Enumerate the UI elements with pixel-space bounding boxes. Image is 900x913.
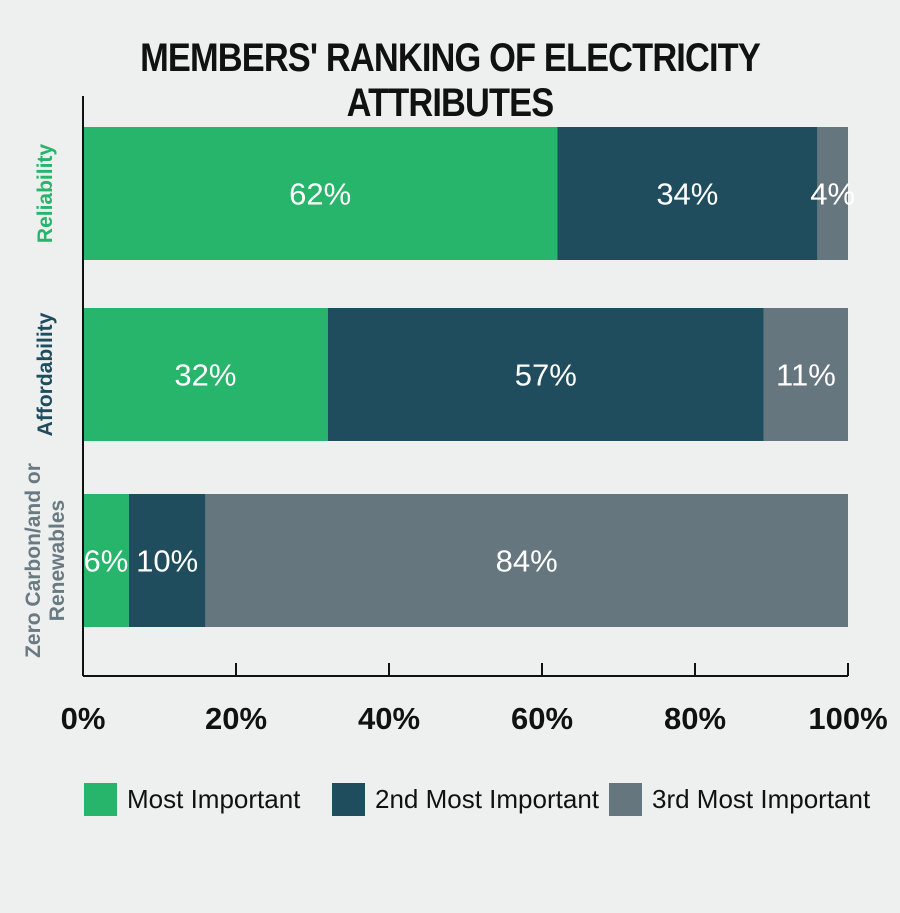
category-label-line: Zero Carbon/and or <box>22 463 45 658</box>
x-tick-label: 0% <box>61 701 106 736</box>
bar-value-label: 6% <box>84 544 129 579</box>
bar-value-label: 11% <box>776 358 836 393</box>
bar-value-label: 34% <box>656 177 718 212</box>
category-label: Affordability <box>34 312 57 436</box>
x-tick-label: 60% <box>511 701 573 736</box>
bar-segment-1-1 <box>83 127 558 260</box>
bar-segment-2-2 <box>327 308 764 441</box>
bar-value-label: 32% <box>174 358 236 393</box>
bar-segment-2-3 <box>763 308 848 441</box>
bar-value-label: 84% <box>496 544 558 579</box>
x-tick-label: 20% <box>205 701 267 736</box>
x-tick-label: 80% <box>664 701 726 736</box>
bar-value-label: 62% <box>289 177 351 212</box>
bar-segment-1-3 <box>817 127 848 260</box>
legend-label: 2nd Most Important <box>375 783 599 814</box>
bar-segment-3-1 <box>83 494 129 627</box>
bar-value-label: 10% <box>136 544 198 579</box>
bar-segment-3-3 <box>205 494 848 627</box>
bar-value-label: 4% <box>810 177 855 212</box>
bar-segment-2-1 <box>83 308 328 441</box>
x-tick-label: 40% <box>358 701 420 736</box>
legend-swatch <box>609 782 642 816</box>
category-label-line: Affordability <box>34 312 57 436</box>
category-label: Zero Carbon/and orRenewables <box>22 463 69 658</box>
legend-item: 2nd Most Important <box>332 781 599 817</box>
legend-label: Most Important <box>127 783 301 814</box>
bar-segment-1-2 <box>557 127 818 260</box>
category-label: Reliability <box>34 144 57 244</box>
legend-label: 3rd Most Important <box>652 783 871 814</box>
category-label-line: Reliability <box>34 144 57 244</box>
legend-swatch <box>84 782 117 816</box>
legend-item: Most Important <box>84 781 300 817</box>
legend-item: 3rd Most Important <box>609 781 870 817</box>
chart-title: MEMBERS' RANKING OF ELECTRICITY ATTRIBUT… <box>140 36 761 125</box>
legend-swatch <box>332 782 365 816</box>
bar-segment-3-2 <box>128 494 206 627</box>
category-label-line: Renewables <box>46 500 69 621</box>
x-tick-label: 100% <box>808 701 887 736</box>
bar-value-label: 57% <box>515 358 577 393</box>
